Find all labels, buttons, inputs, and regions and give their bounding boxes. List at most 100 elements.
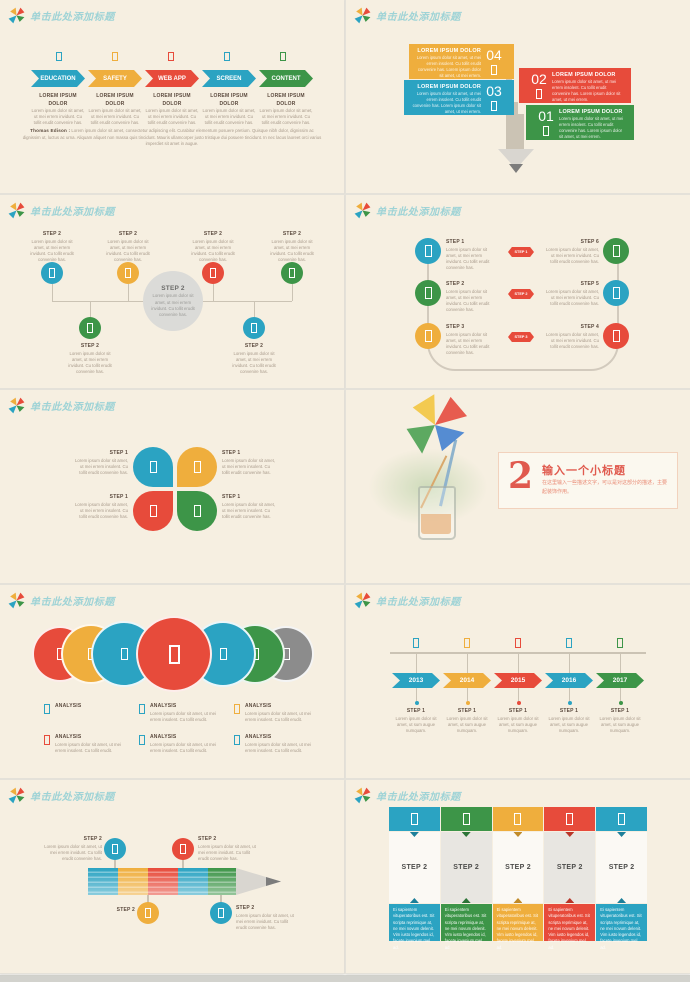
placeholder-icon bbox=[543, 126, 549, 136]
step-badge: STEP 2 bbox=[508, 289, 534, 299]
step-circle bbox=[415, 323, 441, 349]
step-circle bbox=[281, 262, 303, 284]
arrow-label: CONTENT bbox=[271, 75, 301, 82]
placeholder-icon bbox=[514, 813, 522, 825]
placeholder-icon bbox=[168, 52, 174, 61]
step-title: STEP 2 bbox=[80, 343, 100, 349]
pinwheel-logo-icon bbox=[8, 397, 25, 414]
step-title: STEP 1 bbox=[508, 708, 528, 714]
pencil-segment bbox=[88, 868, 118, 895]
step-text: STEP 2 Lorem ipsum dolor sit amet, ut mei… bbox=[446, 281, 498, 313]
table-column: STEP 2 Ei sapientem vituperatoribus est.… bbox=[596, 807, 647, 950]
step-text: STEP 3 Lorem ipsum dolor sit amet, ut mei… bbox=[446, 324, 498, 356]
subtitle-box: 2 输入一个小标题 在这里输入一些描述文字，可以是对这部分的描述，主要起装饰作用… bbox=[498, 452, 678, 509]
connector bbox=[128, 284, 129, 301]
column-text: LOREM IPSUM DOLOR Lorem ipsum dolor sit a… bbox=[88, 93, 142, 127]
analysis-title: ANALYSIS bbox=[245, 734, 272, 740]
slide-8[interactable]: 单击此处添加标题 2013 2014 2015 2016 2017 STEP 1… bbox=[346, 585, 690, 778]
step-text: STEP 1 Lorem ipsum dolor sit amet, ut sum… bbox=[493, 708, 543, 734]
column-body: Lorem ipsum dolor sit amet, ut mei errem… bbox=[31, 108, 85, 126]
step-title: STEP 1 bbox=[559, 708, 579, 714]
petal-shape bbox=[177, 447, 217, 487]
quote-body: Lorem ipsum dolor sit amet, consectetur … bbox=[22, 128, 322, 147]
center-step-body: Lorem ipsum dolor sit amet, ut mei errem… bbox=[151, 293, 195, 318]
placeholder-icon bbox=[168, 644, 180, 664]
step-title: STEP 3 bbox=[446, 324, 465, 330]
step-text: STEP 1 Lorem ipsum dolor sit amet, ut mei… bbox=[446, 239, 498, 271]
placeholder-icon bbox=[617, 638, 623, 648]
slide-title: 单击此处添加标题 bbox=[30, 12, 115, 23]
step-text: STEP 2 bbox=[75, 907, 135, 915]
notch-icon bbox=[617, 898, 627, 903]
column-body-cell: Ei sapientem vituperatoribus est. Sit sc… bbox=[492, 904, 544, 950]
step-title: STEP 2 bbox=[198, 836, 217, 842]
numbered-box-01: 01 LOREM IPSUM DOLOR Lorem ipsum dolor si… bbox=[526, 105, 634, 140]
slide-7[interactable]: 单击此处添加标题 ANALYSIS ANALYSIS Lorem ipsum do… bbox=[0, 585, 344, 778]
step-title: STEP 1 bbox=[222, 450, 241, 456]
step-title: STEP 1 bbox=[109, 494, 128, 500]
slide-title: 单击此处添加标题 bbox=[30, 597, 115, 608]
column-step-cell: STEP 2 bbox=[544, 832, 596, 903]
step-text: STEP 1 Lorem ipsum dolor sit amet, ut mei… bbox=[222, 494, 278, 520]
center-step-title: STEP 2 bbox=[161, 284, 185, 292]
analysis-item: ANALYSIS Lorem ipsum dolor sit amet, ut m… bbox=[139, 703, 225, 723]
slide-header: 单击此处添加标题 bbox=[7, 786, 115, 805]
step-circle bbox=[210, 902, 232, 924]
quote-text: Thomas Edison : Lorem ipsum dolor sit am… bbox=[22, 128, 322, 147]
placeholder-icon bbox=[618, 813, 626, 825]
slide-5[interactable]: 单击此处添加标题 STEP 1 Lorem ipsum dolor sit ame… bbox=[0, 390, 344, 583]
connector bbox=[220, 895, 222, 903]
pinwheel-logo-icon bbox=[8, 202, 25, 219]
slide-2[interactable]: 单击此处添加标题 LOREM IPSUM DOLOR Lorem ipsum do… bbox=[346, 0, 690, 193]
timeline-segment bbox=[442, 652, 493, 654]
step-body: Lorem ipsum dolor sit amet, ut mei errem… bbox=[446, 246, 490, 271]
step-label: STEP 2 bbox=[505, 864, 531, 871]
pinwheel-logo-icon bbox=[354, 202, 371, 219]
year-arrow: 2017 bbox=[596, 673, 644, 688]
slide-title: 单击此处添加标题 bbox=[30, 207, 115, 218]
step-text: STEP 4 Lorem ipsum dolor sit amet, ut mei… bbox=[545, 324, 599, 350]
connector bbox=[182, 859, 184, 868]
slide-1[interactable]: 单击此处添加标题 EDUCATION SAFETY WEB APP SCREEN… bbox=[0, 0, 344, 193]
box-text: LOREM IPSUM DOLOR Lorem ipsum dolor sit a… bbox=[559, 109, 627, 139]
step-text: STEP 2 Lorem ipsum dolor sit amet, ut mei… bbox=[26, 231, 78, 263]
analysis-title: ANALYSIS bbox=[55, 703, 82, 709]
column-header bbox=[544, 807, 596, 831]
slide-4[interactable]: 单击此处添加标题 STEP 1 Lorem ipsum dolor sit ame… bbox=[346, 195, 690, 388]
placeholder-icon bbox=[424, 287, 432, 299]
step-title: STEP 6 bbox=[580, 239, 599, 245]
placeholder-icon bbox=[120, 648, 128, 660]
placeholder-icon bbox=[424, 245, 432, 257]
analysis-title: ANALYSIS bbox=[150, 703, 177, 709]
pencil-graphite-tip bbox=[509, 164, 523, 173]
placeholder-icon bbox=[125, 268, 131, 278]
placeholder-icon bbox=[210, 268, 216, 278]
process-arrow: WEB APP bbox=[145, 70, 199, 87]
slide-6[interactable]: 2 输入一个小标题 在这里输入一些描述文字，可以是对这部分的描述，主要起装饰作用… bbox=[346, 390, 690, 583]
placeholder-icon bbox=[280, 52, 286, 61]
step-title: STEP 1 bbox=[406, 708, 426, 714]
analysis-body: Lorem ipsum dolor sit amet, ut mei errem… bbox=[150, 710, 216, 722]
year-label: 2016 bbox=[561, 677, 577, 684]
step-text: STEP 2 Lorem ipsum dolor sit amet, ut mei… bbox=[198, 836, 260, 862]
step-title: STEP 2 bbox=[116, 907, 135, 913]
section-description: 在这里输入一些描述文字，可以是对这部分的描述，主要起装饰作用。 bbox=[542, 480, 668, 495]
step-circle bbox=[415, 238, 441, 264]
placeholder-icon bbox=[464, 638, 470, 648]
box-text: LOREM IPSUM DOLOR Lorem ipsum dolor sit a… bbox=[416, 48, 481, 78]
step-body: Lorem ipsum dolor sit amet, ut mei errem… bbox=[198, 843, 256, 861]
window-edge bbox=[0, 975, 690, 982]
column-body-cell: Ei sapientem vituperatoribus est. Sit sc… bbox=[544, 904, 596, 950]
slide-3[interactable]: 单击此处添加标题 STEP 2 Lorem ipsum dolor sit ame… bbox=[0, 195, 344, 388]
analysis-body: Lorem ipsum dolor sit amet, ut mei errem… bbox=[245, 741, 311, 753]
step-title: STEP 1 bbox=[446, 239, 465, 245]
pinwheel-logo-icon bbox=[8, 7, 25, 24]
analysis-body: Lorem ipsum dolor sit amet, ut mei errem… bbox=[150, 741, 216, 753]
step-title: STEP 1 bbox=[222, 494, 241, 500]
step-circle bbox=[603, 280, 629, 306]
slide-9[interactable]: 单击此处添加标题 STEP 2 Lorem ipsum dolor sit ame… bbox=[0, 780, 344, 973]
analysis-body: Lorem ipsum dolor sit amet, ut mei errem… bbox=[55, 741, 121, 753]
pencil-body-stripe bbox=[518, 114, 524, 149]
placeholder-icon bbox=[49, 268, 55, 278]
slide-10[interactable]: 单击此处添加标题 STEP 2 Ei sapientem vituperator… bbox=[346, 780, 690, 973]
